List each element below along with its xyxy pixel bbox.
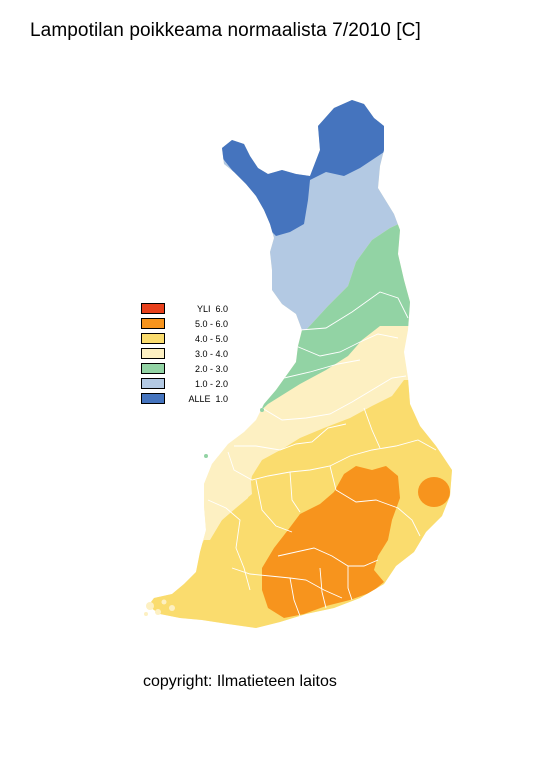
legend-swatch bbox=[141, 303, 165, 314]
aland-islands bbox=[144, 599, 175, 616]
legend-label: YLI 6.0 bbox=[196, 304, 228, 314]
legend-swatch bbox=[141, 363, 165, 374]
legend-label: ALLE 1.0 bbox=[188, 394, 228, 404]
zone-5-6 bbox=[262, 466, 400, 618]
legend-swatch bbox=[141, 348, 165, 359]
map-legend: YLI 6.0 5.0 - 6.0 4.0 - 5.0 3.0 - 4.0 2.… bbox=[140, 302, 240, 407]
coastal-islands bbox=[204, 408, 264, 458]
legend-label: 3.0 - 4.0 bbox=[194, 349, 228, 359]
copyright-text: copyright: Ilmatieteen laitos bbox=[143, 673, 337, 690]
legend-item: 4.0 - 5.0 bbox=[140, 332, 240, 347]
legend-swatch bbox=[141, 318, 165, 329]
legend-label: 1.0 - 2.0 bbox=[194, 379, 228, 389]
legend-item: 3.0 - 4.0 bbox=[140, 347, 240, 362]
legend-label: 4.0 - 5.0 bbox=[194, 334, 228, 344]
legend-item: 1.0 - 2.0 bbox=[140, 377, 240, 392]
legend-swatch bbox=[141, 333, 165, 344]
legend-label: 5.0 - 6.0 bbox=[194, 319, 228, 329]
legend-item: YLI 6.0 bbox=[140, 302, 240, 317]
legend-swatch bbox=[141, 393, 165, 404]
legend-item: 2.0 - 3.0 bbox=[140, 362, 240, 377]
legend-item: ALLE 1.0 bbox=[140, 392, 240, 407]
map-title: Lampotilan poikkeama normaalista 7/2010 … bbox=[30, 20, 421, 41]
zone-5-6-east bbox=[418, 477, 450, 507]
legend-item: 5.0 - 6.0 bbox=[140, 317, 240, 332]
region-borders bbox=[207, 291, 437, 617]
legend-swatch bbox=[141, 378, 165, 389]
legend-label: 2.0 - 3.0 bbox=[194, 364, 228, 374]
